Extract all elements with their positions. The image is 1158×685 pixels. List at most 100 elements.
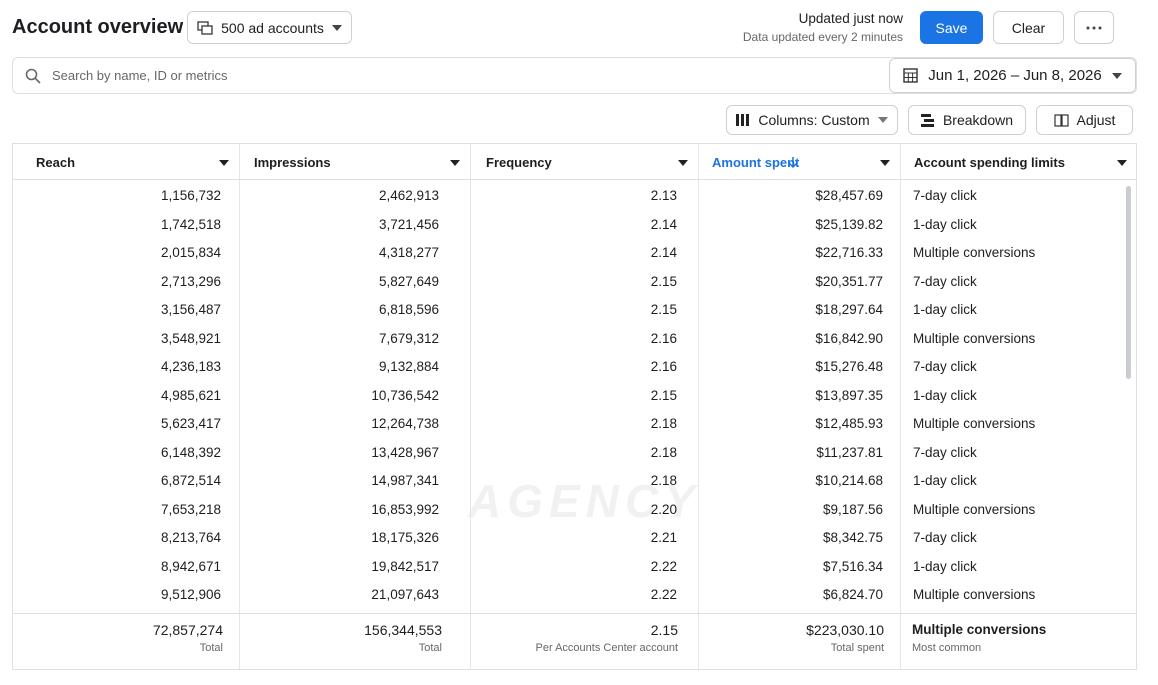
table-cell: $13,897.35 (815, 387, 883, 403)
total-label: Per Accounts Center account (535, 642, 678, 654)
column-header[interactable]: Reach (36, 155, 76, 170)
table-cell: 2.18 (650, 473, 677, 488)
save-button[interactable]: Save (920, 11, 983, 44)
table-cell: $15,276.48 (815, 359, 883, 374)
table-cell: 9,132,884 (378, 359, 439, 374)
table-cell: $7,516.34 (822, 558, 883, 574)
table-cell: Multiple conversions (913, 587, 1036, 602)
table-cell: $25,139.82 (815, 216, 883, 232)
table-cell: Multiple conversions (913, 330, 1036, 346)
accounts-icon (197, 20, 213, 35)
columns-button[interactable]: Columns: Custom (726, 105, 898, 135)
column-header[interactable]: Frequency (486, 155, 552, 170)
footer-divider (13, 613, 1136, 614)
date-range[interactable]: Jun 1, 2026 – Jun 8, 2026 (889, 58, 1136, 93)
column-divider (239, 144, 240, 669)
table-cell: 8,942,671 (160, 558, 221, 574)
table-cell: 2.15 (650, 302, 677, 317)
table-cell: 2.14 (650, 245, 677, 260)
table-cell: 18,175,326 (371, 530, 439, 545)
columns-icon (736, 114, 750, 126)
table-cell: 7,679,312 (378, 330, 439, 346)
column-header[interactable]: Amount spent (712, 155, 800, 170)
table-cell: 1,742,518 (160, 216, 221, 232)
column-menu[interactable] (219, 160, 229, 166)
table-cell: 7-day click (913, 444, 977, 460)
table-cell: 2.21 (650, 530, 677, 545)
table-cell: 1,156,732 (160, 188, 221, 203)
table-cell: 7-day click (913, 188, 977, 203)
column-divider (698, 144, 699, 669)
table-cell: 3,548,921 (160, 330, 221, 346)
scrollbar[interactable] (1126, 186, 1131, 379)
page-title: Account overview (12, 16, 184, 38)
table-cell: $18,297.64 (815, 302, 883, 317)
table-cell: 5,827,649 (378, 273, 439, 289)
table-cell: 2.22 (650, 558, 677, 574)
table-cell: 1-day click (913, 387, 977, 403)
total-value: Multiple conversions (912, 622, 1047, 637)
data-table: AGENCY Reach Impressions Frequency Amount s… (12, 143, 1137, 670)
more-icon (1086, 26, 1102, 29)
table-cell: 10,736,542 (371, 387, 439, 403)
table-cell: 1-day click (913, 216, 977, 232)
dropdown-arrow (331, 24, 342, 31)
table-cell: $16,842.90 (815, 330, 883, 346)
table-cell: 7-day click (913, 273, 977, 289)
breakdown-label: Breakdown (942, 112, 1014, 128)
column-menu[interactable] (450, 160, 460, 166)
total-value: 72,857,274 (152, 622, 223, 638)
table-cell: $28,457.69 (815, 188, 883, 203)
table-cell: 6,148,392 (160, 444, 221, 460)
table-cell: 6,818,596 (378, 302, 439, 317)
accounts-button[interactable]: 500 ad accounts (187, 11, 352, 44)
calendar-icon (903, 68, 918, 83)
column-header[interactable]: Account spending limits (914, 155, 1065, 170)
table-cell: 2.18 (650, 444, 677, 460)
table-cell: $6,824.70 (822, 587, 883, 602)
table-cell: $8,342.75 (822, 530, 883, 545)
column-menu[interactable] (1117, 160, 1127, 166)
table-cell: $11,237.81 (816, 444, 883, 460)
table-cell: 6,872,514 (160, 473, 221, 488)
table-cell: 2,462,913 (378, 188, 439, 203)
table-cell: 2.15 (650, 387, 677, 403)
breakdown-button[interactable]: Breakdown (908, 105, 1026, 135)
adjust-icon (1053, 113, 1069, 127)
column-menu[interactable] (678, 160, 688, 166)
table-cell: 7-day click (913, 530, 977, 545)
total-label: Total (199, 642, 223, 654)
adjust-button[interactable]: Adjust (1036, 105, 1133, 135)
table-cell: $10,214.68 (815, 473, 883, 488)
clear-button[interactable]: Clear (993, 11, 1064, 44)
table-cell: 4,236,183 (160, 359, 221, 374)
table-cell: 2.20 (650, 501, 677, 517)
table-cell: 9,512,906 (160, 587, 221, 602)
table-cell: 7-day click (913, 359, 977, 374)
table-cell: Multiple conversions (913, 416, 1036, 431)
breakdown-icon (920, 113, 934, 127)
header-divider (13, 179, 1136, 180)
table-cell: Multiple conversions (913, 501, 1036, 517)
table-cell: 2.13 (650, 188, 677, 203)
column-divider (470, 144, 471, 669)
table-cell: 1-day click (913, 558, 977, 574)
search-bar[interactable]: Search by name, ID or metrics (12, 57, 1137, 94)
table-cell: 5,623,417 (160, 416, 221, 431)
total-value: 156,344,553 (364, 622, 442, 638)
column-menu[interactable] (880, 160, 890, 166)
status-sub: Data updated every 2 minutes (742, 30, 903, 44)
dropdown-arrow (877, 117, 888, 123)
table-cell: 1-day click (913, 302, 977, 317)
sort-arrow (788, 157, 798, 168)
table-cell: 2.16 (650, 330, 677, 346)
search-icon (25, 68, 41, 84)
total-label: Total (418, 642, 442, 654)
more-button[interactable] (1074, 11, 1114, 44)
table-cell: 2.16 (650, 359, 677, 374)
table-cell: $12,485.93 (815, 416, 883, 431)
table-cell: 2.14 (650, 216, 677, 232)
column-header[interactable]: Impressions (254, 155, 331, 170)
